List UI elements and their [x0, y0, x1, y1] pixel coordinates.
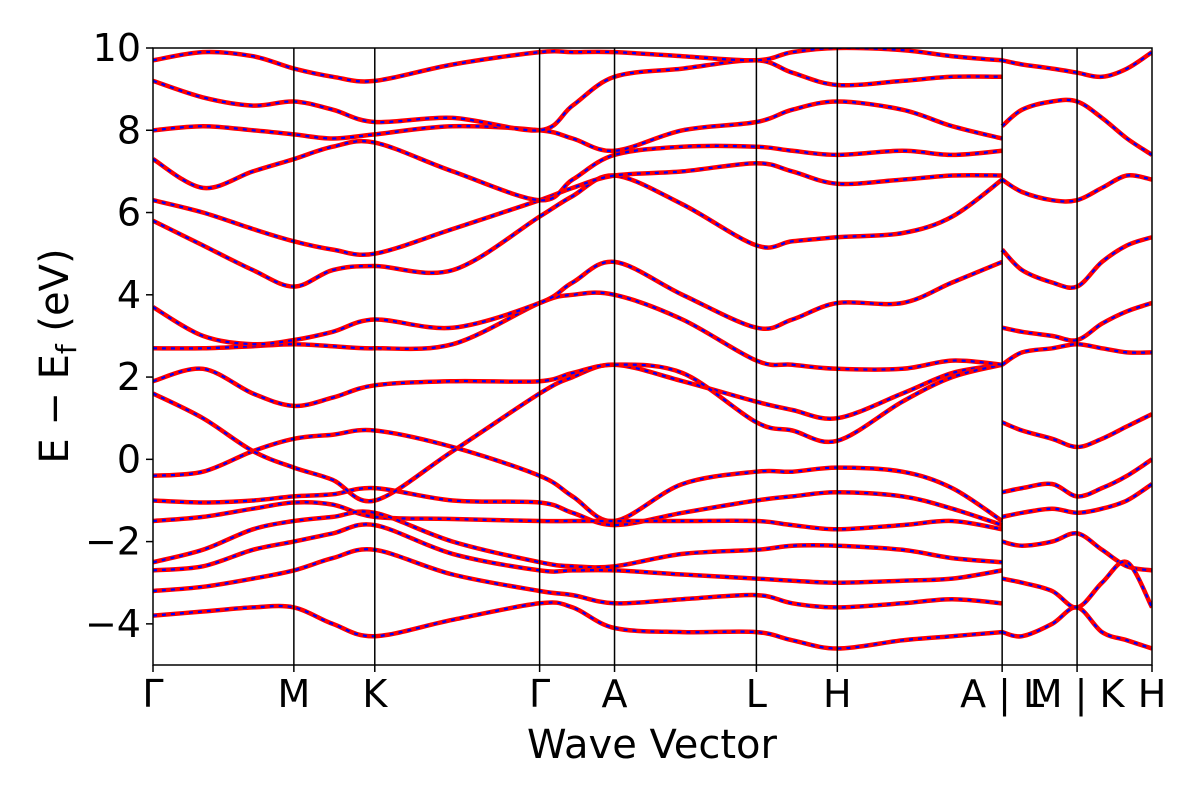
x-tick-label-6: H — [823, 672, 852, 716]
y-tick-label-1: −2 — [85, 520, 141, 564]
x-axis-label: Wave Vector — [527, 722, 778, 768]
y-axis-ticks: −4 −2 0 2 4 6 8 10 — [85, 26, 153, 646]
x-tick-label-9: H — [1138, 672, 1167, 716]
band-line-10 — [153, 259, 1003, 347]
band-line-overlay-3 — [153, 510, 1003, 569]
band-line-overlay-22 — [1001, 413, 1152, 449]
band-line-overlay-19 — [1001, 532, 1152, 572]
band-line-7 — [153, 362, 1003, 504]
band-line-11 — [153, 173, 1004, 289]
band-line-14 — [153, 99, 1003, 154]
band-line-overlay-10 — [153, 260, 1003, 346]
kpoint-divider-lines — [293, 48, 1078, 665]
band-line-overlay-1 — [153, 486, 1003, 527]
band-line-overlay-11 — [153, 174, 1003, 288]
band-line-overlay-8 — [153, 363, 1003, 443]
band-line-overlay-5 — [153, 548, 1003, 609]
y-tick-label-4: 4 — [117, 273, 141, 317]
y-axis-label-sub: f — [50, 343, 83, 354]
band-line-overlay-23 — [1001, 343, 1152, 366]
y-axis-label: E − Ef (eV) — [32, 248, 83, 463]
band-line-overlay-25 — [1001, 236, 1152, 289]
band-line-6 — [153, 600, 1003, 651]
band-line-overlay-17 — [1001, 458, 1152, 498]
band-line-overlay-26 — [1001, 174, 1152, 203]
x-tick-label-2: K — [362, 672, 388, 716]
band-line-overlay-13 — [153, 140, 1003, 202]
band-line-overlay-18 — [1001, 483, 1152, 518]
x-tick-label-5: L — [746, 672, 767, 716]
y-tick-label-3: 2 — [117, 355, 141, 399]
band-line-overlay-0 — [153, 428, 1003, 523]
y-tick-label-2: 0 — [117, 437, 141, 481]
y-tick-label-0: −4 — [85, 602, 141, 646]
band-line-overlay-14 — [153, 100, 1003, 152]
x-tick-label-0: Γ — [142, 672, 163, 716]
x-tick-label-1: M — [277, 672, 310, 716]
x-tick-label-4: A — [602, 672, 628, 716]
y-axis-label-unit: (eV) — [32, 248, 78, 344]
x-tick-label-7: A | L — [960, 672, 1044, 717]
y-axis-label-main: E − E — [32, 354, 78, 464]
band-line-overlay-6 — [153, 601, 1003, 650]
y-tick-label-7: 10 — [93, 26, 141, 70]
band-line-overlay-16 — [153, 48, 1003, 83]
band-line-5 — [153, 546, 1003, 610]
y-tick-label-6: 8 — [117, 108, 141, 152]
y-tick-label-5: 6 — [117, 191, 141, 235]
band-line-overlay-24 — [1001, 301, 1152, 342]
x-tick-label-3: Γ — [529, 672, 550, 716]
band-line-15 — [153, 58, 1003, 133]
band-line-overlay-7 — [153, 363, 1003, 503]
band-line-0 — [153, 427, 1004, 524]
band-line-overlay-9 — [153, 291, 1003, 371]
band-line-overlay-4 — [153, 523, 1003, 584]
x-tick-label-8: M | K — [1030, 672, 1126, 717]
x-axis-ticks: Γ M K Γ A L H A | LM | K H — [142, 665, 1166, 717]
band-line-overlay-28 — [1001, 51, 1152, 78]
band-line-overlay-12 — [153, 162, 1003, 256]
band-line-overlay-15 — [153, 59, 1003, 132]
band-line-overlay-2 — [153, 501, 1003, 531]
plot-frame — [152, 47, 1153, 666]
